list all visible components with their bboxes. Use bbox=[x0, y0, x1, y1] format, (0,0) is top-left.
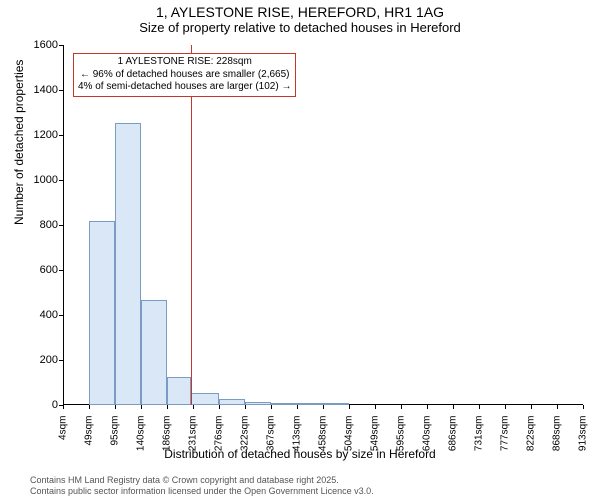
xtick-mark bbox=[167, 405, 168, 409]
ytick-label: 800 bbox=[18, 219, 58, 231]
xtick-mark bbox=[297, 405, 298, 409]
ytick-mark bbox=[59, 315, 63, 316]
xtick-mark bbox=[271, 405, 272, 409]
chart-title-line2: Size of property relative to detached ho… bbox=[0, 20, 600, 35]
annotation-line2: ← 96% of detached houses are smaller (2,… bbox=[78, 69, 291, 82]
xtick-mark bbox=[557, 405, 558, 409]
xtick-mark bbox=[453, 405, 454, 409]
ytick-mark bbox=[59, 225, 63, 226]
annotation-box: 1 AYLESTONE RISE: 228sqm ← 96% of detach… bbox=[73, 53, 296, 97]
footer-attribution: Contains HM Land Registry data © Crown c… bbox=[30, 475, 374, 497]
annotation-line3: 4% of semi-detached houses are larger (1… bbox=[78, 81, 291, 94]
xtick-mark bbox=[349, 405, 350, 409]
x-axis-title: Distribution of detached houses by size … bbox=[0, 447, 600, 461]
footer-line2: Contains public sector information licen… bbox=[30, 486, 374, 497]
ytick-label: 1000 bbox=[18, 174, 58, 186]
histogram-bar bbox=[89, 221, 115, 406]
ytick-label: 0 bbox=[18, 399, 58, 411]
xtick-mark bbox=[141, 405, 142, 409]
histogram-bar bbox=[245, 402, 271, 405]
xtick-mark bbox=[219, 405, 220, 409]
ytick-label: 1400 bbox=[18, 84, 58, 96]
ytick-label: 200 bbox=[18, 354, 58, 366]
annotation-line1: 1 AYLESTONE RISE: 228sqm bbox=[78, 56, 291, 69]
ytick-label: 1200 bbox=[18, 129, 58, 141]
reference-line bbox=[191, 45, 192, 405]
histogram-bar bbox=[167, 377, 191, 405]
ytick-mark bbox=[59, 270, 63, 271]
xtick-mark bbox=[427, 405, 428, 409]
chart-title-line1: 1, AYLESTONE RISE, HEREFORD, HR1 1AG bbox=[0, 4, 600, 20]
xtick-mark bbox=[115, 405, 116, 409]
xtick-mark bbox=[63, 405, 64, 409]
xtick-mark bbox=[505, 405, 506, 409]
histogram-bar bbox=[191, 393, 218, 405]
xtick-mark bbox=[245, 405, 246, 409]
histogram-bar bbox=[271, 403, 297, 405]
ytick-mark bbox=[59, 360, 63, 361]
y-axis-line bbox=[63, 45, 64, 405]
ytick-mark bbox=[59, 180, 63, 181]
xtick-mark bbox=[531, 405, 532, 409]
xtick-mark bbox=[89, 405, 90, 409]
ytick-mark bbox=[59, 90, 63, 91]
histogram-bar bbox=[323, 403, 349, 405]
histogram-bar bbox=[219, 399, 245, 405]
footer-line1: Contains HM Land Registry data © Crown c… bbox=[30, 475, 374, 486]
histogram-bar bbox=[141, 300, 167, 405]
ytick-mark bbox=[59, 135, 63, 136]
ytick-mark bbox=[59, 45, 63, 46]
histogram-bar bbox=[115, 123, 141, 405]
xtick-mark bbox=[479, 405, 480, 409]
xtick-mark bbox=[401, 405, 402, 409]
xtick-mark bbox=[583, 405, 584, 409]
histogram-bar bbox=[297, 403, 323, 405]
xtick-mark bbox=[323, 405, 324, 409]
ytick-label: 400 bbox=[18, 309, 58, 321]
ytick-label: 600 bbox=[18, 264, 58, 276]
ytick-label: 1600 bbox=[18, 39, 58, 51]
xtick-mark bbox=[375, 405, 376, 409]
xtick-mark bbox=[193, 405, 194, 409]
chart-title-block: 1, AYLESTONE RISE, HEREFORD, HR1 1AG Siz… bbox=[0, 0, 600, 35]
plot-area: 4sqm49sqm95sqm140sqm186sqm231sqm276sqm32… bbox=[63, 45, 583, 405]
